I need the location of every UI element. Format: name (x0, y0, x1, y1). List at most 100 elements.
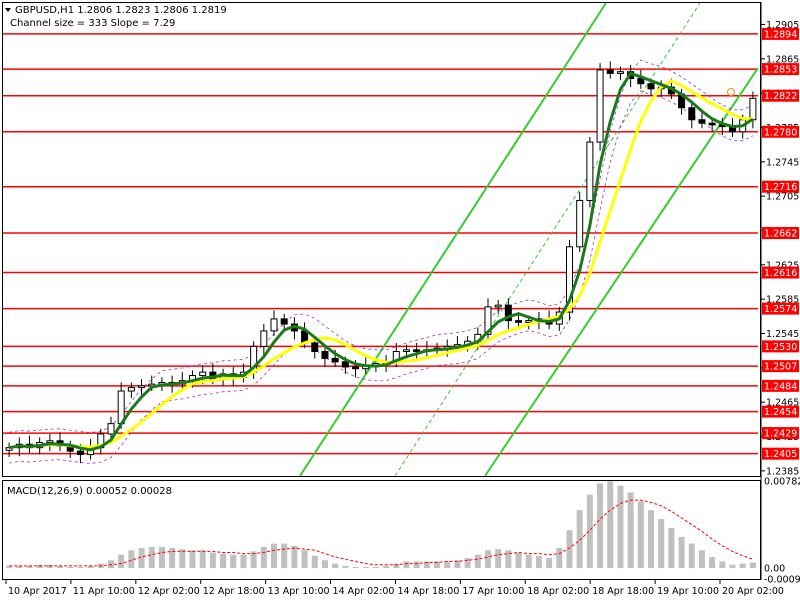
time-tick-label: 13 Apr 10:00 (268, 586, 330, 597)
channel-line (484, 67, 759, 477)
macd-histogram-bar (403, 561, 410, 569)
macd-histogram-bar (688, 543, 695, 569)
macd-histogram-bar (250, 551, 257, 569)
candle-body (749, 97, 757, 121)
candle-body (494, 304, 502, 308)
price-tick-label: 1.2585 (766, 295, 799, 306)
ma-slow-line (8, 79, 753, 450)
time-tick-label: 18 Apr 02:00 (527, 586, 589, 597)
macd-histogram-bar (464, 558, 471, 569)
macd-histogram-bar (729, 564, 736, 569)
candle-body (76, 450, 84, 456)
macd-histogram-bar (199, 550, 206, 569)
candle-body (637, 78, 645, 85)
level-tag (762, 27, 799, 40)
macd-histogram-bar (16, 565, 23, 569)
candle-body (698, 119, 706, 124)
candle-body (311, 342, 319, 353)
macd-histogram-bar (271, 543, 278, 569)
macd-panel: 0.00782 0.00-0.00098 (6, 477, 800, 586)
candle-body (260, 330, 268, 347)
macd-histogram-bar (749, 562, 756, 569)
candle-body (616, 71, 624, 74)
macd-histogram-bar (311, 555, 318, 569)
level-tag-label: 1.2822 (764, 91, 797, 102)
macd-histogram-bar (230, 554, 237, 569)
macd-histogram-bar (444, 561, 451, 569)
macd-histogram-bar (474, 554, 481, 569)
candle-body (525, 320, 533, 323)
level-tag (762, 63, 799, 76)
macd-histogram-bar (505, 550, 512, 569)
level-tag-label: 1.2507 (764, 362, 797, 373)
level-tag-label: 1.2780 (764, 127, 797, 138)
macd-histogram-bar (607, 481, 614, 569)
candle-body (586, 141, 594, 201)
moving-averages (8, 71, 754, 452)
level-tag-label: 1.2894 (764, 29, 797, 40)
macd-histogram-bar (546, 558, 553, 569)
macd-histogram-bar (352, 566, 359, 569)
macd-histogram-bar (495, 549, 502, 569)
candle-body (107, 423, 115, 435)
regression-channel (299, 2, 759, 477)
macd-histogram-bar (709, 556, 716, 569)
time-tick-label: 12 Apr 02:00 (138, 586, 200, 597)
macd-histogram-bar (148, 546, 155, 569)
macd-histogram-bar (678, 536, 685, 569)
macd-histogram-bar (535, 555, 542, 569)
macd-histogram-bar (393, 563, 400, 569)
macd-histogram-bar (556, 548, 563, 569)
dropdown-arrow-icon[interactable] (5, 8, 11, 12)
macd-histogram-bar (454, 560, 461, 569)
macd-histogram-bar (372, 566, 379, 569)
macd-histogram-bar (698, 550, 705, 569)
candle-body (321, 351, 329, 359)
level-tag (762, 340, 799, 353)
macd-histogram-bar (189, 550, 196, 569)
macd-histogram-bar (668, 527, 675, 569)
level-tag (762, 89, 799, 102)
macd-histogram-bar (648, 510, 655, 569)
macd-histogram-bar (107, 560, 114, 569)
candle-body (708, 122, 716, 126)
macd-histogram-bar (57, 565, 64, 569)
level-price-tags: 1.2894 1.2853 1.2822 1.2780 1.2716 1.2662 1.26… (762, 27, 799, 460)
time-tick-label: 19 Apr 10:00 (657, 586, 719, 597)
price-tick-label: 1.2865 (766, 54, 799, 65)
macd-histogram-bar (46, 564, 53, 569)
time-tick-label: 14 Apr 02:00 (333, 586, 395, 597)
level-tag-label: 1.2530 (764, 342, 797, 353)
macd-histogram-bar (220, 553, 227, 569)
macd-histogram-bar (169, 548, 176, 569)
candle-body (46, 440, 54, 444)
level-tag-label: 1.2616 (764, 268, 797, 279)
macd-histogram-bar (362, 566, 369, 569)
macd-histogram-bar (586, 494, 593, 569)
time-tick-label: 20 Apr 02:00 (722, 586, 784, 597)
macd-histogram-bar (260, 546, 267, 569)
price-tick-label: 1.2625 (766, 260, 799, 271)
macd-histogram-bar (597, 483, 604, 569)
price-alert-marker-icon[interactable] (727, 88, 735, 96)
time-tick-label: 12 Apr 18:00 (203, 586, 265, 597)
macd-histogram-bar (484, 550, 491, 569)
candle-body (138, 385, 146, 389)
macd-histogram-bar (118, 554, 125, 569)
macd-histogram-bar (739, 563, 746, 569)
macd-histogram-bar (87, 565, 94, 569)
macd-histogram-bar (77, 566, 84, 569)
macd-histogram-bar (6, 565, 13, 569)
level-tag-label: 1.2662 (764, 229, 797, 240)
candle-body (576, 199, 584, 248)
macd-histogram-bar (434, 561, 441, 569)
candle-body (484, 306, 492, 335)
macd-histogram-bar (423, 561, 430, 569)
macd-tick-label: 0.00782 (764, 477, 800, 488)
candle-body (341, 361, 349, 368)
candle-body (606, 69, 614, 74)
macd-histogram-bar (67, 566, 74, 569)
price-tick-label: 1.2385 (766, 466, 799, 477)
